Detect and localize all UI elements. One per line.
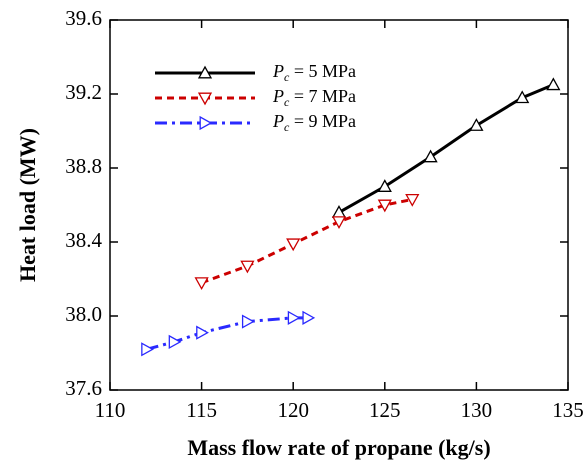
y-tick-label: 38.0 [65,302,102,326]
marker [302,310,316,325]
marker [196,325,209,340]
marker [423,149,438,163]
marker [405,193,420,207]
x-tick-label: 125 [369,398,401,422]
marker [377,179,392,192]
y-tick-label: 38.4 [65,228,102,252]
legend-marker [199,115,213,131]
legend-label: Pc = 7 MPa [272,86,356,109]
x-axis-title: Mass flow rate of propane (kg/s) [187,435,490,460]
x-tick-label: 120 [277,398,309,422]
marker [377,199,392,213]
marker [194,277,209,291]
marker [331,216,347,229]
marker [141,342,154,357]
x-tick-label: 110 [95,398,126,422]
x-tick-label: 130 [461,398,493,422]
y-tick-label: 37.6 [65,376,102,400]
series-line [338,83,554,214]
marker [469,118,484,131]
marker [168,334,182,350]
y-tick-label: 38.8 [65,154,102,178]
x-tick-label: 135 [552,398,583,422]
y-axis-title: Heat load (MW) [15,128,40,282]
legend-label: Pc = 9 MPa [272,111,356,134]
marker [286,238,301,252]
series-line [201,197,413,285]
legend-label: Pc = 5 MPa [272,61,356,84]
legend-marker [197,65,213,79]
marker [287,310,301,325]
marker [546,77,561,91]
marker [240,260,255,274]
marker [515,90,530,104]
legend-marker [197,92,213,106]
y-tick-label: 39.2 [65,80,102,104]
x-tick-label: 115 [186,398,217,422]
plot-frame [109,19,569,391]
marker [241,314,255,329]
y-tick-label: 39.6 [65,6,102,30]
marker [331,205,347,218]
